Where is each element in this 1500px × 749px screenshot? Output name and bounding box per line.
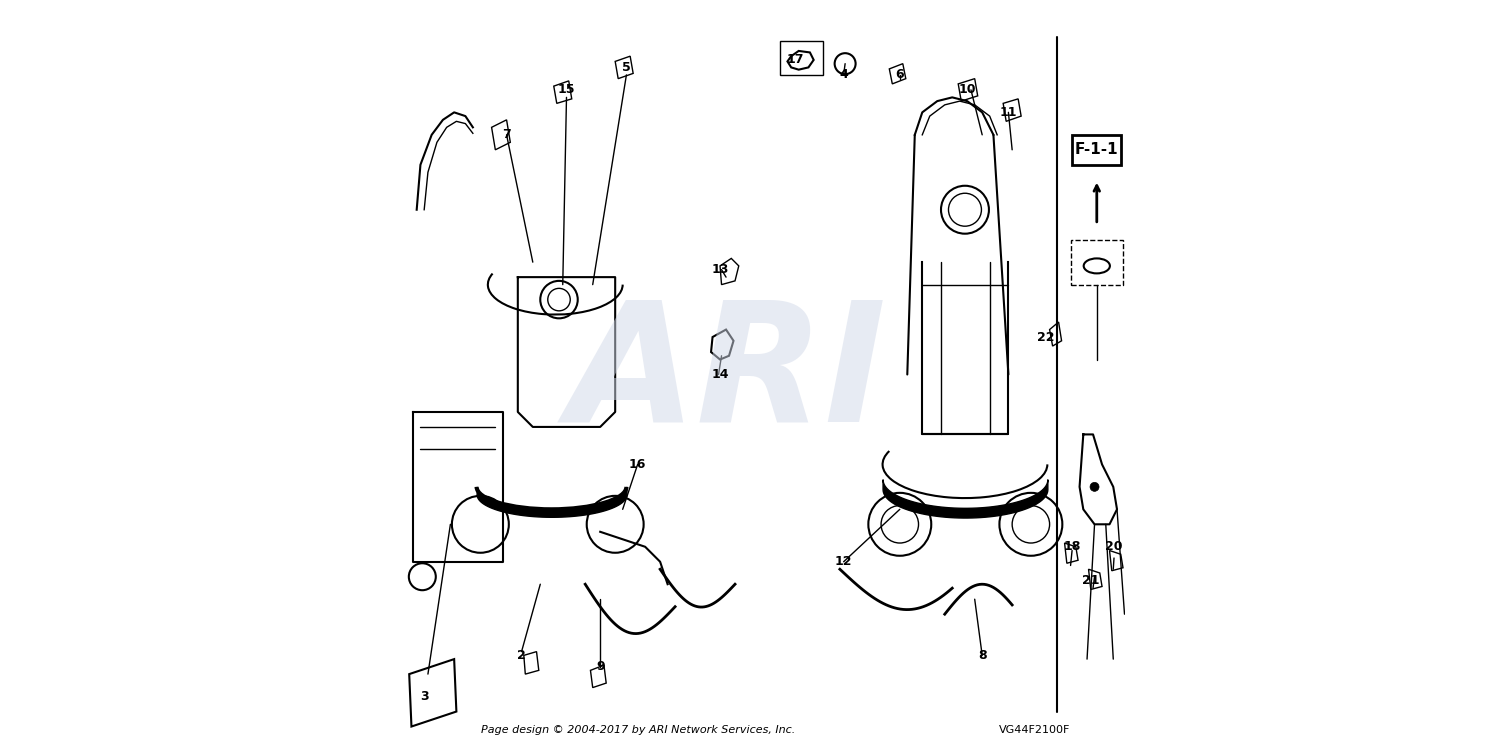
Text: 3: 3 bbox=[420, 690, 429, 703]
Text: 13: 13 bbox=[711, 263, 729, 276]
Text: 6: 6 bbox=[896, 68, 904, 82]
Text: 4: 4 bbox=[840, 68, 848, 82]
Text: F-1-1: F-1-1 bbox=[1076, 142, 1119, 157]
Text: 5: 5 bbox=[622, 61, 632, 74]
Text: 8: 8 bbox=[978, 649, 987, 662]
Text: 10: 10 bbox=[958, 83, 976, 97]
Text: 9: 9 bbox=[596, 660, 604, 673]
Text: 2: 2 bbox=[518, 649, 526, 662]
Text: 21: 21 bbox=[1082, 574, 1100, 587]
Text: 7: 7 bbox=[503, 128, 512, 142]
Text: 15: 15 bbox=[558, 83, 574, 97]
Bar bbox=[1072, 135, 1120, 165]
Text: 17: 17 bbox=[786, 53, 804, 67]
Text: 22: 22 bbox=[1036, 330, 1054, 344]
Text: 14: 14 bbox=[711, 368, 729, 381]
Bar bbox=[780, 41, 824, 75]
Text: 18: 18 bbox=[1064, 540, 1082, 554]
Bar bbox=[1071, 240, 1124, 285]
Text: 12: 12 bbox=[836, 555, 852, 568]
Circle shape bbox=[1090, 482, 1100, 491]
Text: 16: 16 bbox=[628, 458, 646, 471]
Text: 11: 11 bbox=[999, 106, 1017, 119]
Text: 20: 20 bbox=[1104, 540, 1122, 554]
Text: ARI: ARI bbox=[568, 293, 886, 456]
Text: Page design © 2004-2017 by ARI Network Services, Inc.: Page design © 2004-2017 by ARI Network S… bbox=[480, 725, 795, 736]
Text: VG44F2100F: VG44F2100F bbox=[999, 725, 1071, 736]
